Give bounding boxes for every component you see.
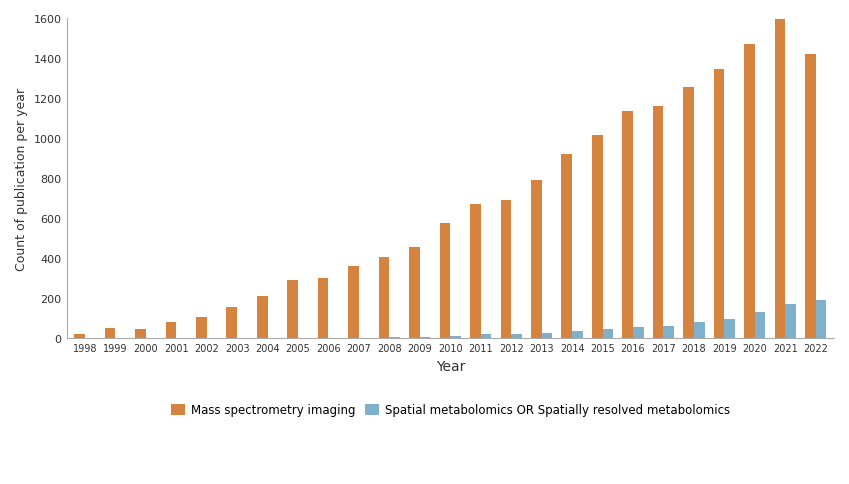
Bar [481, 334, 492, 339]
Bar [348, 267, 359, 339]
Bar [816, 301, 826, 339]
Bar [542, 333, 553, 339]
Bar [419, 337, 430, 339]
Bar [622, 112, 633, 339]
Bar [257, 297, 267, 339]
Bar [561, 155, 572, 339]
Bar [470, 205, 481, 339]
Legend: Mass spectrometry imaging, Spatial metabolomics OR Spatially resolved metabolomi: Mass spectrometry imaging, Spatial metab… [166, 399, 734, 421]
Bar [694, 323, 705, 339]
Bar [74, 334, 85, 339]
Bar [592, 136, 603, 339]
Bar [104, 329, 115, 339]
Bar [603, 329, 613, 339]
Bar [135, 330, 146, 339]
Bar [755, 312, 766, 339]
Bar [379, 258, 390, 339]
Bar [683, 88, 694, 339]
Bar [805, 55, 816, 339]
Bar [572, 332, 582, 339]
Bar [745, 45, 755, 339]
Bar [531, 181, 542, 339]
Bar [287, 281, 298, 339]
Bar [227, 308, 237, 339]
Y-axis label: Count of publication per year: Count of publication per year [15, 88, 28, 270]
Bar [196, 318, 206, 339]
Bar [511, 334, 522, 339]
Bar [663, 326, 674, 339]
Bar [774, 20, 785, 339]
Bar [166, 323, 177, 339]
Bar [724, 320, 735, 339]
Bar [633, 327, 644, 339]
Bar [440, 224, 450, 339]
X-axis label: Year: Year [436, 359, 465, 373]
Bar [390, 338, 400, 339]
Bar [318, 279, 329, 339]
Bar [785, 305, 796, 339]
Bar [501, 201, 511, 339]
Bar [714, 70, 724, 339]
Bar [450, 336, 461, 339]
Bar [409, 248, 419, 339]
Bar [653, 107, 663, 339]
